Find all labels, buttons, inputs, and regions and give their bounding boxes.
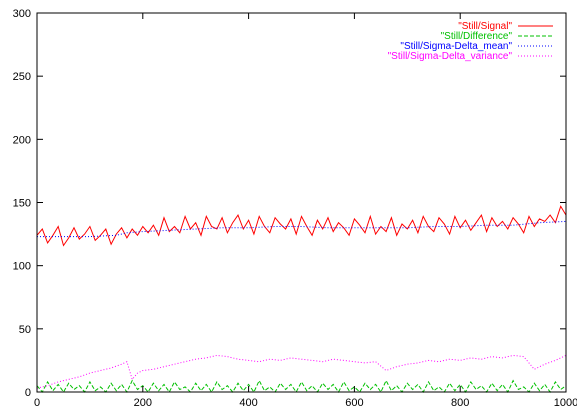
ticks-layer: 0 200 400 600 800 1000 0 50 100 150 200 250 300: [13, 8, 577, 408]
x-tick-label: 400: [239, 397, 257, 408]
x-tick-label: 600: [345, 397, 363, 408]
series-line-1: [36, 205, 567, 247]
y-tick-label: 100: [13, 261, 31, 273]
series-layer: [36, 205, 567, 394]
legend-label-2: "Still/Difference": [441, 31, 513, 42]
y-tick-label: 50: [19, 324, 31, 336]
plot-frame: [36, 12, 567, 393]
x-tick-label: 1000: [554, 397, 577, 408]
legend: "Still/Signal""Still/Difference""Still/S…: [388, 21, 553, 62]
x-tick-label: 0: [34, 397, 40, 408]
x-tick-label: 800: [451, 397, 469, 408]
series-line-3: [37, 220, 567, 238]
legend-label-3: "Still/Sigma-Delta_mean": [400, 41, 512, 52]
y-tick-label: 150: [13, 198, 31, 210]
legend-label-4: "Still/Sigma-Delta_variance": [388, 51, 513, 62]
y-tick-label: 300: [13, 8, 31, 20]
legend-label-1: "Still/Signal": [458, 21, 512, 32]
series-line-4: [36, 354, 567, 389]
y-tick-label: 200: [13, 134, 31, 146]
x-tick-label: 200: [134, 397, 152, 408]
y-tick-label: 250: [13, 71, 31, 83]
series-line-2: [36, 379, 567, 394]
y-tick-label: 0: [25, 387, 31, 399]
